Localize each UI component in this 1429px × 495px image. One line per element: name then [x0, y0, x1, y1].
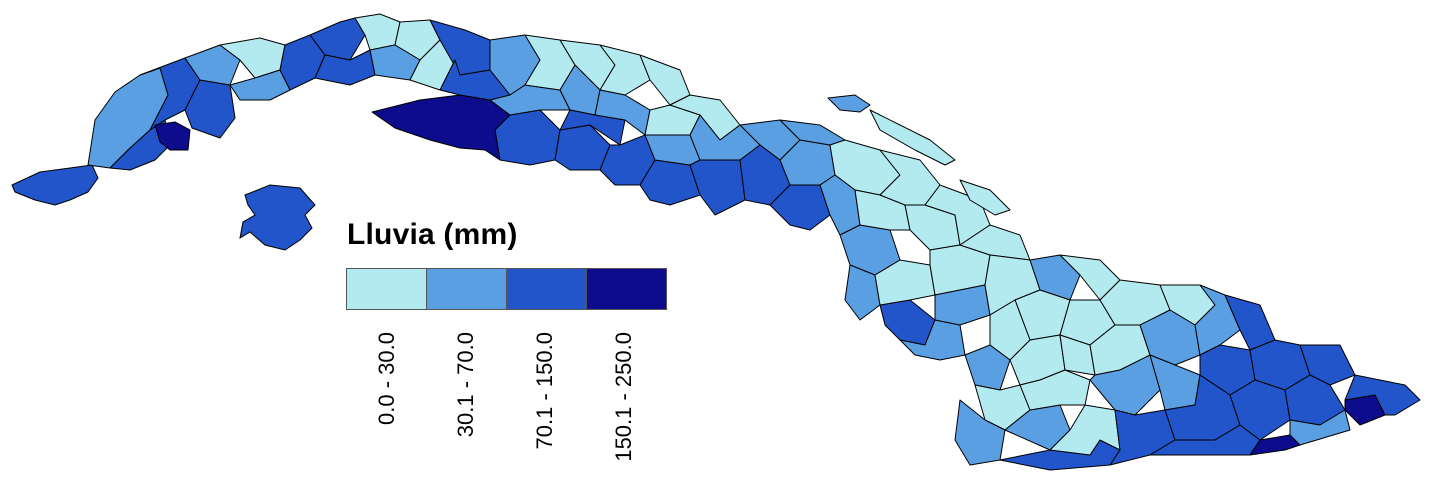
region-santiago-c: [1109, 409, 1176, 466]
region-matanzas-d: [494, 109, 561, 166]
legend-title: Lluvia (mm): [347, 218, 518, 251]
region-camaguey-k: [899, 319, 966, 361]
region-cays-c: [959, 179, 1011, 216]
region-guantanamo-f: [1344, 374, 1421, 416]
region-isla-juventud: [239, 184, 316, 251]
region-ss-b: [689, 159, 746, 216]
region-zapata: [371, 94, 511, 161]
region-cays-a: [827, 94, 871, 113]
region-granma-g: [1019, 369, 1091, 411]
legend-swatch-3: [507, 269, 587, 309]
region-santiago-dark: [1249, 434, 1301, 456]
region-camaguey-h: [879, 299, 936, 346]
region-west-tip: [11, 164, 99, 206]
region-cays-b: [869, 109, 956, 166]
legend-label-4: 150.1 - 250.0: [611, 332, 636, 462]
region-pinar-d: [184, 44, 241, 86]
region-ciego-c: [779, 119, 846, 146]
region-granma-b: [964, 344, 1011, 391]
municipality-polygons: [11, 13, 1421, 471]
region-granma-i: [1049, 404, 1121, 456]
region-tunas-b: [1029, 254, 1081, 301]
legend-swatch-4: [587, 269, 666, 309]
region-pinar-dark: [154, 121, 191, 151]
region-guantanamo-c: [1299, 344, 1356, 386]
region-santiago-a: [1089, 354, 1161, 416]
legend-swatch-2: [427, 269, 507, 309]
legend-swatch-1: [347, 269, 427, 309]
legend-label-1: 0.0 - 30.0: [374, 332, 399, 425]
legend-label-2: 30.1 - 70.0: [453, 332, 478, 438]
region-camaguey-g: [844, 264, 881, 321]
region-guantanamo-e: [1289, 409, 1351, 446]
legend-color-bar: [346, 268, 667, 310]
legend-label-3: 70.1 - 150.0: [532, 332, 557, 450]
